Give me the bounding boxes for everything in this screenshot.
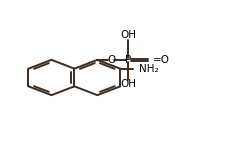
Text: OH: OH: [120, 30, 136, 40]
Text: O: O: [107, 55, 115, 65]
Text: =O: =O: [152, 55, 169, 65]
Text: OH: OH: [120, 79, 136, 89]
Text: NH₂: NH₂: [138, 64, 158, 74]
Text: P: P: [125, 55, 131, 65]
